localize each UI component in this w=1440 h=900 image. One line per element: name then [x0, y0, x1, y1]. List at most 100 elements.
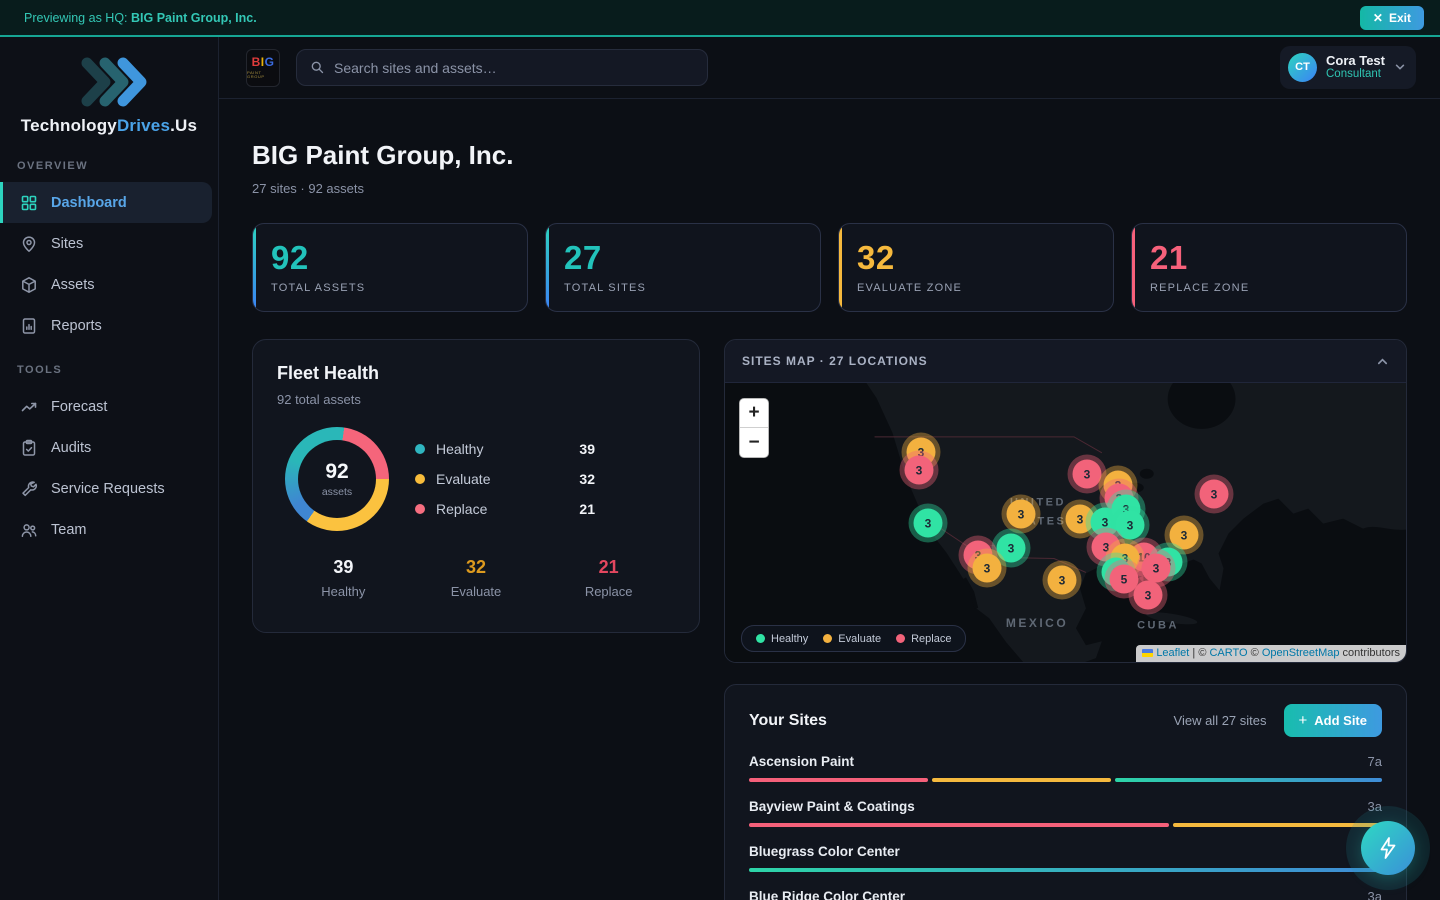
site-row-blue-ridge-color-center[interactable]: Blue Ridge Color Center 3a	[749, 889, 1382, 900]
site-row-bluegrass-color-center[interactable]: Bluegrass Color Center	[749, 844, 1382, 872]
view-all-sites-link[interactable]: View all 27 sites	[1173, 713, 1267, 728]
stat-card-total-assets: 92 TOTAL ASSETS	[252, 223, 528, 312]
stat-label: TOTAL ASSETS	[271, 282, 366, 294]
sidebar-item-service-requests[interactable]: Service Requests	[0, 468, 212, 509]
page-subtitle: 27 sites · 92 assets	[252, 181, 364, 196]
bar-segment-replace	[749, 823, 1169, 827]
bar-segment-evaluate	[931, 778, 1111, 782]
map-cluster-marker-replace[interactable]: 3	[904, 455, 934, 485]
summary-value: 32	[465, 557, 486, 577]
brand-name: TechnologyDrives.Us	[20, 116, 198, 135]
legend-value: 32	[579, 471, 595, 487]
map-cluster-marker-healthy[interactable]: 3	[1115, 510, 1145, 540]
sidebar-item-audits[interactable]: Audits	[0, 427, 212, 468]
user-menu[interactable]: CT Cora Test Consultant	[1280, 45, 1416, 90]
user-name: Cora Test	[1326, 52, 1385, 68]
topbar: BIG PAINT GROUP CT Cora Test Consultant	[219, 37, 1440, 99]
sidebar-item-assets[interactable]: Assets	[0, 264, 212, 305]
map-legend-item: Replace	[896, 633, 951, 645]
sidebar: TechnologyDrives.Us OVERVIEW Dashboard Sit…	[0, 37, 219, 900]
map-attribution: Leaflet | © CARTO © OpenStreetMap contri…	[1136, 645, 1406, 662]
stat-value: 27	[564, 239, 602, 276]
attribution-link[interactable]: Leaflet	[1156, 647, 1190, 659]
site-row-bayview-paint-coatings[interactable]: Bayview Paint & Coatings 3a	[749, 799, 1382, 827]
search-input[interactable]	[334, 59, 694, 76]
legend-dot	[823, 634, 833, 643]
org-logo: BIG PAINT GROUP	[246, 48, 280, 87]
legend-value: 21	[579, 501, 595, 517]
legend-label: Evaluate	[838, 632, 882, 645]
sidebar-item-label: Dashboard	[51, 194, 127, 211]
sidebar-item-label: Reports	[51, 317, 102, 334]
site-row-ascension-paint[interactable]: Ascension Paint 7a	[749, 754, 1382, 782]
map-cluster-marker-evaluate[interactable]: 3	[972, 553, 1002, 583]
legend-label: Healthy	[436, 441, 484, 457]
site-name: Blue Ridge Color Center	[749, 889, 906, 900]
stat-value: 21	[1150, 239, 1188, 276]
audits-icon	[20, 439, 38, 457]
map-cluster-marker-replace[interactable]: 3	[1133, 580, 1163, 610]
map-cluster-marker-evaluate[interactable]: 3	[1065, 504, 1095, 534]
sidebar-item-sites[interactable]: Sites	[0, 223, 212, 264]
nav-section-title: TOOLS	[17, 364, 63, 376]
sidebar-item-dashboard[interactable]: Dashboard	[0, 182, 212, 223]
attribution-link[interactable]: CARTO	[1209, 647, 1248, 659]
attribution-link[interactable]: OpenStreetMap	[1261, 647, 1340, 659]
map-cluster-marker-evaluate[interactable]: 3	[1169, 520, 1199, 550]
fleet-health-card: Fleet Health 92 total assets 92 assets H…	[252, 339, 700, 633]
map-cluster-marker-healthy[interactable]: 3	[996, 533, 1026, 563]
sidebar-item-reports[interactable]: Reports	[0, 305, 212, 346]
search-box[interactable]	[296, 49, 708, 86]
map-cluster-marker-replace[interactable]: 3	[1141, 553, 1171, 583]
quick-action-fab[interactable]	[1361, 821, 1415, 875]
sidebar-item-team[interactable]: Team	[0, 509, 212, 550]
fleet-summary-item: 32 Evaluate	[410, 557, 543, 599]
stat-card-evaluate-zone: 32 EVALUATE ZONE	[838, 223, 1114, 312]
stat-accent-bar	[546, 224, 549, 311]
stat-accent-bar	[839, 224, 842, 311]
stat-accent-bar	[253, 224, 256, 311]
preview-banner: Previewing as HQ: BIG Paint Group, Inc. …	[0, 0, 1440, 37]
service-icon	[20, 480, 38, 498]
preview-banner-text: Previewing as HQ: BIG Paint Group, Inc.	[24, 11, 257, 25]
map-cluster-marker-replace[interactable]: 3	[1199, 479, 1229, 509]
team-icon	[20, 521, 38, 539]
assets-icon	[20, 276, 38, 294]
collapse-chevron-up-icon[interactable]	[1376, 355, 1389, 368]
sites-map-card: SITES MAP · 27 LOCATIONS	[724, 339, 1407, 663]
bar-segment-replace	[749, 778, 928, 782]
fleet-health-legend: Healthy 39 Evaluate 32 Replace 21	[415, 441, 595, 517]
map-cluster-marker-healthy[interactable]: 3	[913, 508, 943, 538]
site-rows: Ascension Paint 7a Bayview Paint & Coating…	[749, 754, 1382, 900]
zoom-in-button[interactable]: +	[740, 399, 768, 428]
fleet-legend-item: Healthy 39	[415, 441, 595, 457]
exit-preview-button[interactable]: ✕ Exit	[1359, 5, 1424, 30]
site-health-bar	[749, 823, 1382, 827]
fleet-health-subtitle: 92 total assets	[277, 392, 361, 407]
search-icon	[311, 61, 324, 74]
chevron-down-icon	[1395, 64, 1405, 71]
map-cluster-marker-evaluate[interactable]: 3	[1047, 565, 1077, 595]
zoom-out-button[interactable]: −	[740, 428, 768, 457]
sidebar-item-label: Assets	[51, 276, 95, 293]
fleet-health-donut-chart: 92 assets	[285, 427, 389, 531]
map-cluster-marker-evaluate[interactable]: 3	[1006, 499, 1036, 529]
sidebar-item-label: Service Requests	[51, 480, 165, 497]
org-logo-letter: I	[260, 55, 265, 69]
sidebar-item-forecast[interactable]: Forecast	[0, 386, 212, 427]
sidebar-item-label: Forecast	[51, 398, 108, 415]
map-cluster-marker-replace[interactable]: 3	[1072, 459, 1102, 489]
lightning-bolt-icon	[1380, 837, 1396, 859]
legend-label: Healthy	[771, 632, 809, 645]
user-role: Consultant	[1326, 68, 1381, 81]
nav-section-title: OVERVIEW	[17, 160, 89, 172]
org-logo-letters: BIG	[252, 56, 275, 68]
stat-label: REPLACE ZONE	[1150, 282, 1250, 294]
summary-value: 21	[598, 557, 619, 577]
add-site-button[interactable]: + Add Site	[1283, 704, 1382, 737]
attribution-text: contributors	[1339, 647, 1400, 659]
avatar: CT	[1288, 52, 1317, 82]
donut-center-label: assets	[321, 486, 353, 498]
reports-icon	[20, 317, 38, 335]
